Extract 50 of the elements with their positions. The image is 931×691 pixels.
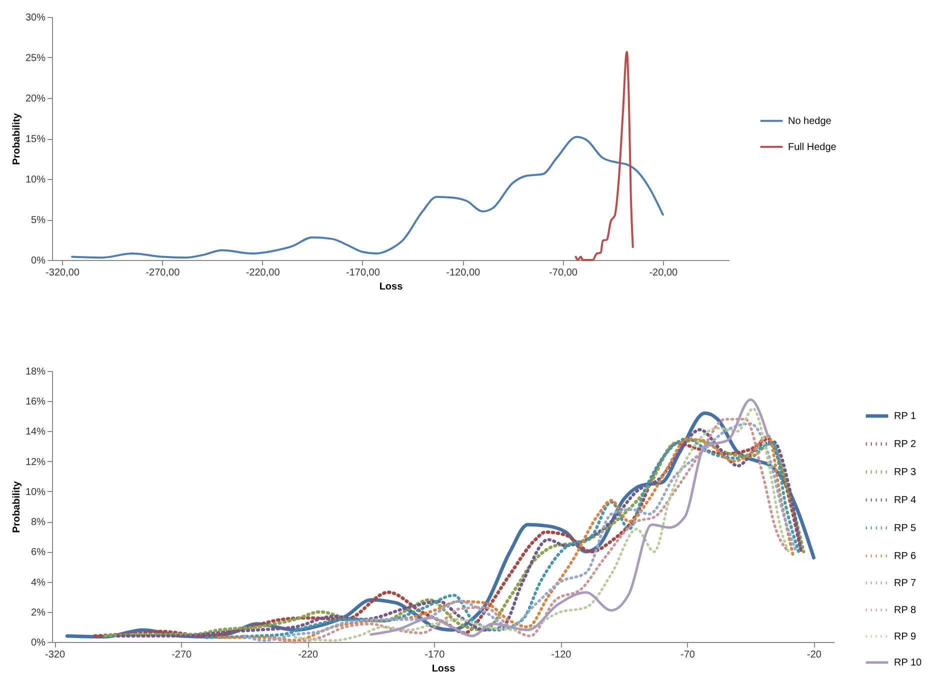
legend-label: RP 9 [894,631,916,642]
y-tick-label: 4% [31,577,46,588]
x-axis-title: Loss [432,664,456,674]
x-axis-title: Loss [379,282,404,292]
y-tick-label: 6% [31,547,46,558]
legend-label: RP 5 [894,522,916,534]
x-tick-label: -170,00 [346,268,380,278]
x-tick-label: -70,00 [549,268,578,278]
y-axis-title: Probability [11,480,22,533]
line-series [370,398,770,638]
legend-label: RP 8 [894,604,916,616]
y-tick-label: 10% [25,486,46,498]
x-tick-label: -220,00 [246,268,280,278]
x-tick-label: -20,00 [649,268,678,278]
x-tick-label: -220 [298,650,319,660]
y-tick-label: 25% [25,53,46,64]
legend-label: RP 6 [894,550,916,562]
y-tick-label: 5% [31,215,46,226]
y-tick-label: 2% [31,607,46,618]
x-tick-label: -20 [807,650,822,660]
y-tick-label: 30% [25,12,46,24]
y-tick-label: 15% [25,134,46,145]
y-tick-label: 16% [25,396,46,408]
y-tick-label: 12% [25,456,46,468]
legend-label: RP 7 [894,578,916,589]
x-tick-label: -170 [424,650,446,660]
y-tick-label: 0% [31,638,46,648]
y-tick-label: 20% [25,94,46,104]
legend-label: RP 4 [894,494,916,506]
legend-label: Full Hedge [788,142,837,153]
y-tick-label: 10% [25,174,46,186]
y-tick-label: 8% [31,517,46,528]
x-tick-label: -320,00 [46,268,80,278]
x-tick-label: -120,00 [446,268,480,278]
line-series [71,136,664,259]
y-axis-title: Probability [11,112,22,165]
legend-label: RP 2 [894,438,916,450]
x-tick-label: -120 [551,650,572,660]
x-tick-label: -320 [45,650,66,660]
y-tick-label: 18% [25,366,46,378]
y-tick-label: 0% [31,256,46,266]
y-tick-label: 14% [25,426,46,438]
x-tick-label: -270 [172,650,192,660]
legend-label: No hedge [788,116,832,127]
legend-label: RP 3 [894,466,916,478]
legend-label: RP 1 [894,410,916,422]
x-tick-label: -70 [680,650,696,660]
legend-label: RP 10 [894,657,922,668]
x-tick-label: -270,00 [146,268,180,278]
line-series [574,50,634,261]
